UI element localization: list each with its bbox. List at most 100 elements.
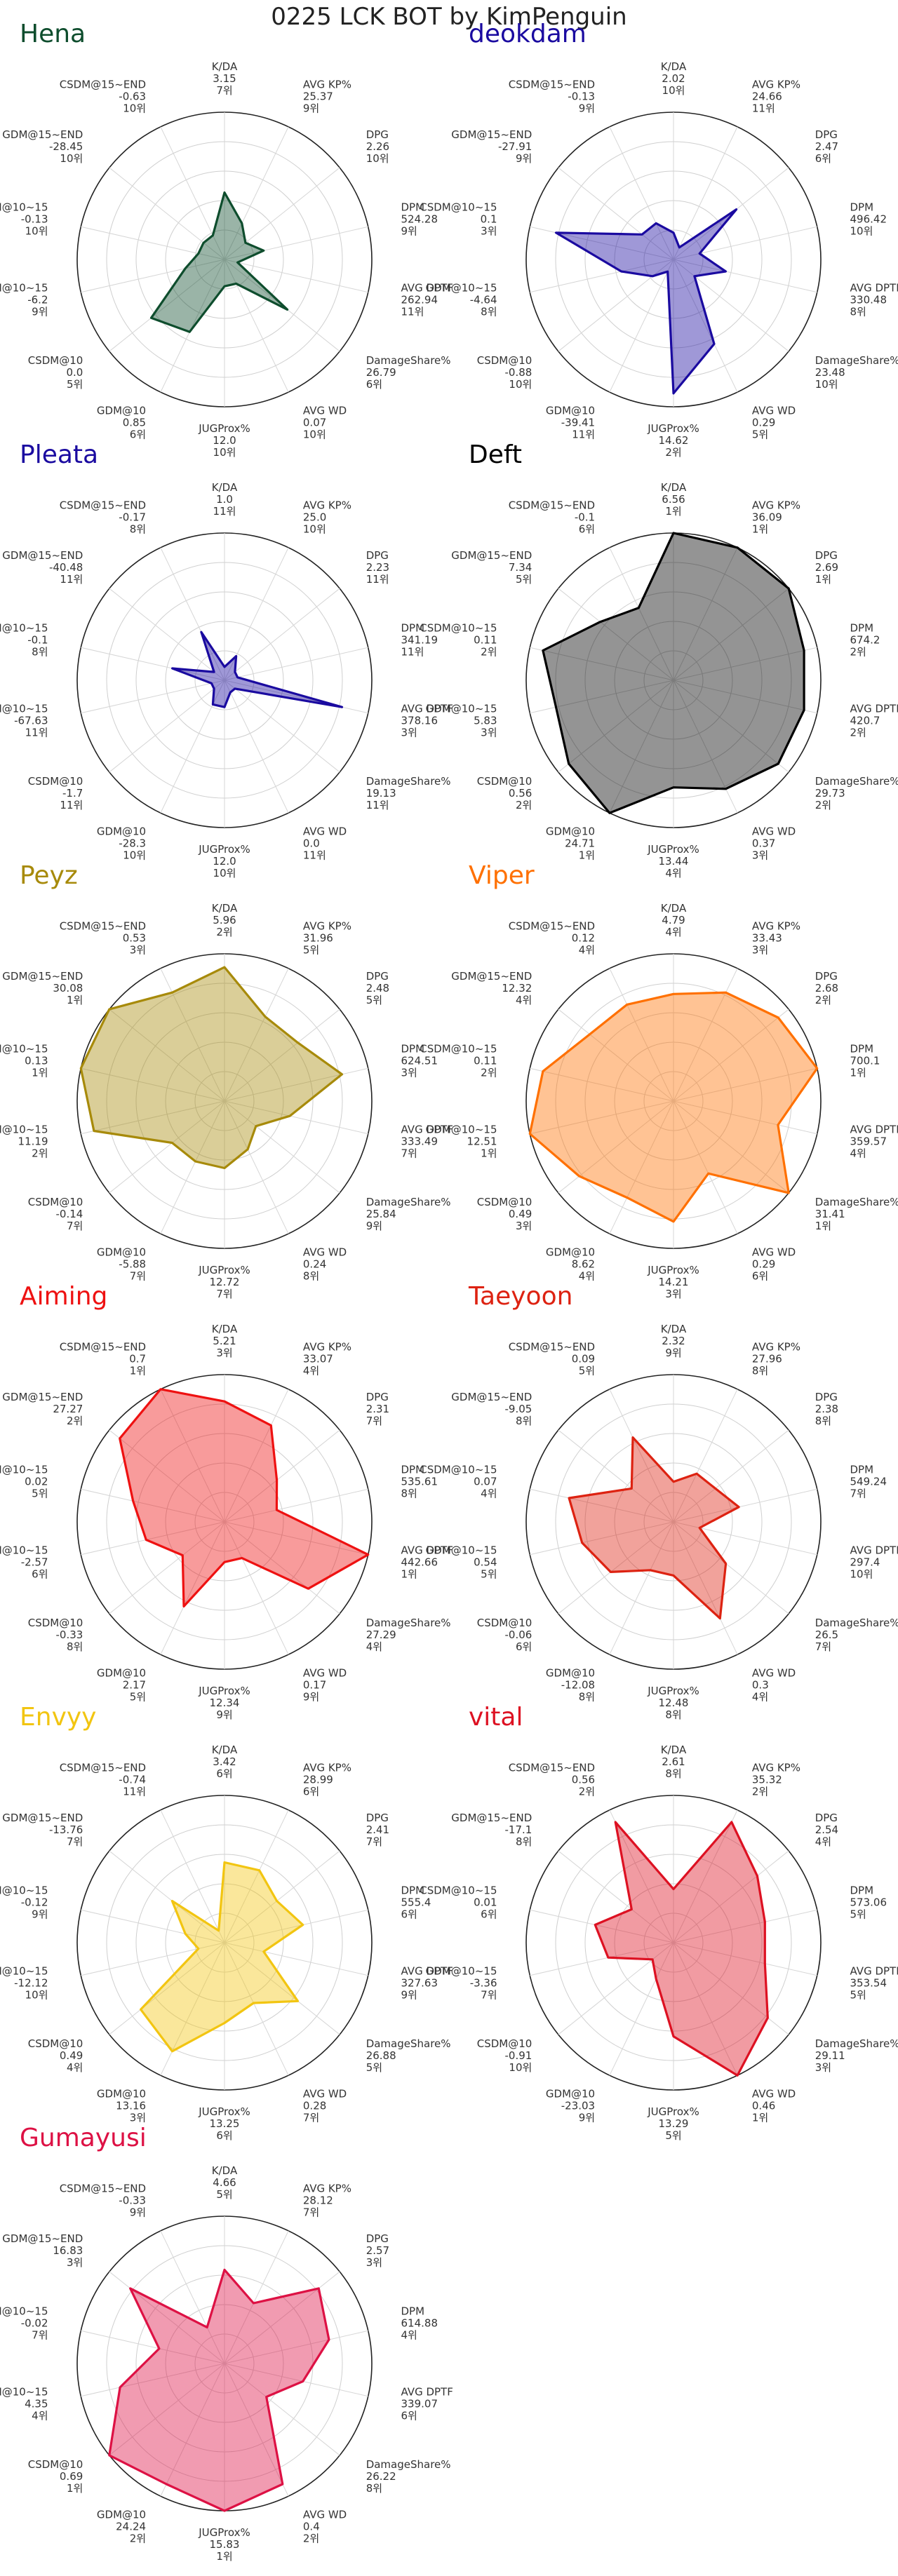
axis-rank: 8위	[579, 1690, 595, 1703]
radar-spoke	[81, 1067, 225, 1102]
axis-value: 13.25	[210, 2117, 240, 2130]
axis-value: 297.4	[850, 1556, 880, 1568]
radar-spoke	[160, 1809, 225, 1943]
axis-value: 12.51	[467, 1135, 497, 1147]
axis-rank: 11위	[60, 573, 83, 586]
axis-value: 0.07	[303, 416, 326, 429]
axis-rank: 2위	[665, 446, 681, 459]
axis-value: -23.03	[561, 2099, 595, 2112]
axis-value: -0.33	[55, 1628, 83, 1641]
axis-name: AVG KP%	[752, 920, 800, 933]
radar-spoke	[224, 1909, 368, 1943]
radar-panel-deokdam: K/DA 2.02 10위 AVG KP% 24.66 11위 DPG 2.47 6위 DPM 49…	[420, 14, 898, 459]
axis-name: GDM@10	[546, 2087, 595, 2100]
axis-rank: 5위	[850, 1988, 866, 2001]
axis-rank: 2위	[516, 799, 532, 811]
axis-value: 6.56	[662, 493, 685, 506]
axis-name: CSDM@15~END	[509, 79, 595, 91]
axis-value: 0.07	[474, 1476, 497, 1488]
axis-name: GDM@10	[97, 2087, 146, 2100]
radar-spoke	[224, 1100, 340, 1194]
axis-value: 2.38	[815, 1403, 838, 1415]
player-name: Peyz	[20, 861, 78, 890]
axis-rank: 10위	[815, 378, 838, 391]
axis-rank: 9위	[401, 225, 417, 238]
axis-name: DamageShare%	[366, 1617, 451, 1629]
axis-rank: 4위	[401, 2329, 417, 2342]
axis-rank: 4위	[850, 1147, 866, 1159]
radar-spoke	[109, 2363, 225, 2456]
axis-rank: 2위	[850, 726, 866, 739]
axis-value: 27.27	[53, 1403, 83, 1415]
axis-rank: 6위	[366, 378, 382, 391]
axis-value: 333.49	[401, 1135, 438, 1147]
axis-rank: 6위	[815, 152, 831, 165]
radar-spoke	[224, 2330, 368, 2364]
axis-value: 0.09	[572, 1353, 595, 1365]
radar-spoke	[224, 1389, 289, 1523]
axis-rank: 2위	[32, 1147, 48, 1159]
axis-name: CSDM@10	[28, 1617, 83, 1629]
radar-spoke	[609, 968, 674, 1102]
radar-spoke	[530, 1100, 674, 1135]
axis-value: 13.16	[116, 2099, 146, 2112]
radar-spoke	[224, 1521, 340, 1614]
radar-series-polygon	[171, 630, 344, 708]
axis-value: 33.07	[303, 1353, 333, 1365]
axis-rank: 2위	[850, 646, 866, 659]
radar-spoke	[673, 1521, 817, 1556]
axis-name: GDM@15~END	[2, 1391, 83, 1403]
axis-name: GDM@15~END	[451, 549, 532, 562]
axis-value: 2.26	[366, 140, 389, 153]
axis-rank: 7위	[366, 1415, 382, 1427]
axis-rank: 8위	[366, 2482, 382, 2495]
radar-spoke	[530, 1942, 674, 1976]
axis-rank: 6위	[579, 523, 595, 536]
radar-spoke	[558, 1850, 674, 1943]
axis-rank: 8위	[401, 1488, 417, 1500]
axis-name: JUGProx%	[198, 843, 250, 856]
radar-spoke	[224, 588, 340, 681]
axis-name: AVG WD	[303, 404, 347, 417]
axis-name: DPM	[401, 201, 425, 214]
axis-rank: 10위	[509, 2061, 532, 2074]
radar-spoke	[673, 126, 738, 260]
axis-name: AVG WD	[303, 1246, 347, 1258]
radar-spoke	[224, 680, 289, 814]
radar-panel-vital: K/DA 2.61 8위 AVG KP% 35.32 2위 DPG 2.54 4위 DPM 573.…	[420, 1697, 898, 2142]
axis-name: DPG	[366, 970, 389, 983]
axis-name: CSDM@10~15	[420, 201, 497, 214]
axis-name: GDM@15~END	[2, 2232, 83, 2245]
axis-rank: 10위	[123, 849, 146, 861]
axis-rank: 10위	[213, 446, 236, 459]
radar-spoke	[673, 226, 817, 260]
axis-rank: 4위	[815, 1835, 831, 1848]
axis-name: JUGProx%	[198, 2526, 250, 2539]
axis-value: 524.28	[401, 213, 438, 226]
axis-value: 33.43	[752, 932, 782, 945]
axis-value: 12.0	[213, 855, 236, 868]
axis-value: 24.71	[565, 837, 595, 849]
axis-name: GDM@10	[97, 2508, 146, 2521]
radar-spoke	[673, 1521, 789, 1614]
axis-value: 0.49	[509, 1208, 532, 1220]
axis-rank: 9위	[366, 1220, 382, 1232]
radar-spoke	[109, 1942, 225, 2035]
radar-spoke	[673, 588, 789, 681]
axis-value: -0.02	[21, 2317, 48, 2330]
radar-spoke	[224, 2363, 289, 2497]
